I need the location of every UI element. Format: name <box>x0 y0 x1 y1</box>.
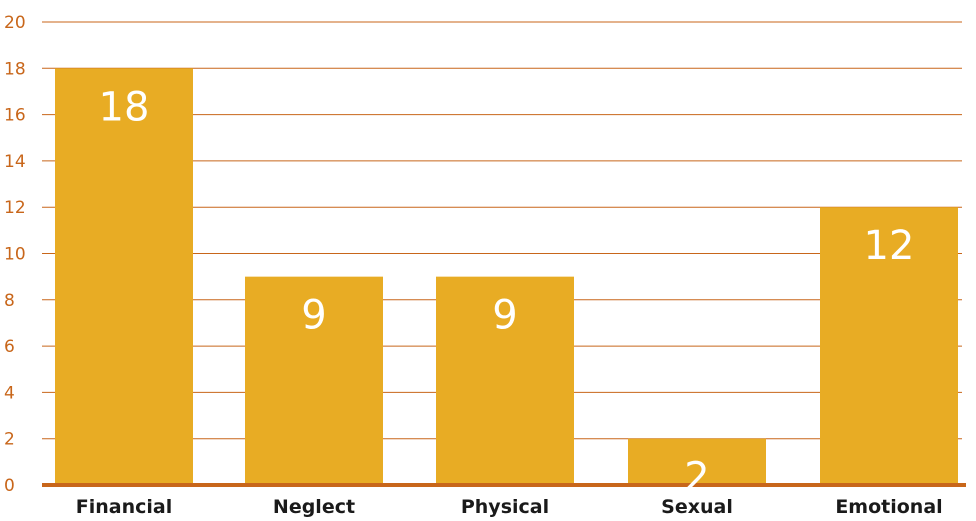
category-label: Physical <box>461 496 549 518</box>
y-axis-tick-labels: 0 2 4 6 8 10 12 14 16 18 20 <box>4 13 26 496</box>
y-tick-label: 6 <box>4 337 15 357</box>
bar-sexual <box>628 438 766 485</box>
data-label: 9 <box>301 293 326 339</box>
category-label: Neglect <box>273 496 355 518</box>
y-tick-label: 10 <box>4 245 26 265</box>
y-tick-label: 20 <box>4 13 26 33</box>
bar-physical <box>436 276 574 485</box>
category-label: Financial <box>76 496 172 518</box>
data-label: 9 <box>492 293 517 339</box>
y-tick-label: 16 <box>4 106 26 126</box>
y-tick-label: 8 <box>4 291 15 311</box>
y-tick-label: 0 <box>4 476 15 496</box>
y-tick-label: 4 <box>4 383 15 403</box>
data-label: 2 <box>684 455 709 501</box>
bars <box>55 68 958 486</box>
y-tick-label: 12 <box>4 198 26 218</box>
gridlines <box>42 21 962 440</box>
bar-financial <box>55 68 193 486</box>
data-label: 12 <box>864 223 915 269</box>
y-tick-label: 14 <box>4 152 26 172</box>
y-tick-label: 2 <box>4 430 15 450</box>
data-label: 18 <box>99 84 150 130</box>
x-axis-category-labels: Financial Neglect Physical Sexual Emotional <box>76 496 943 518</box>
bar-neglect <box>245 276 383 485</box>
category-label: Sexual <box>661 496 733 518</box>
data-labels: 18 9 9 2 12 <box>99 84 915 500</box>
category-label: Emotional <box>835 496 942 518</box>
bar-emotional <box>820 207 958 485</box>
y-tick-label: 18 <box>4 59 26 79</box>
